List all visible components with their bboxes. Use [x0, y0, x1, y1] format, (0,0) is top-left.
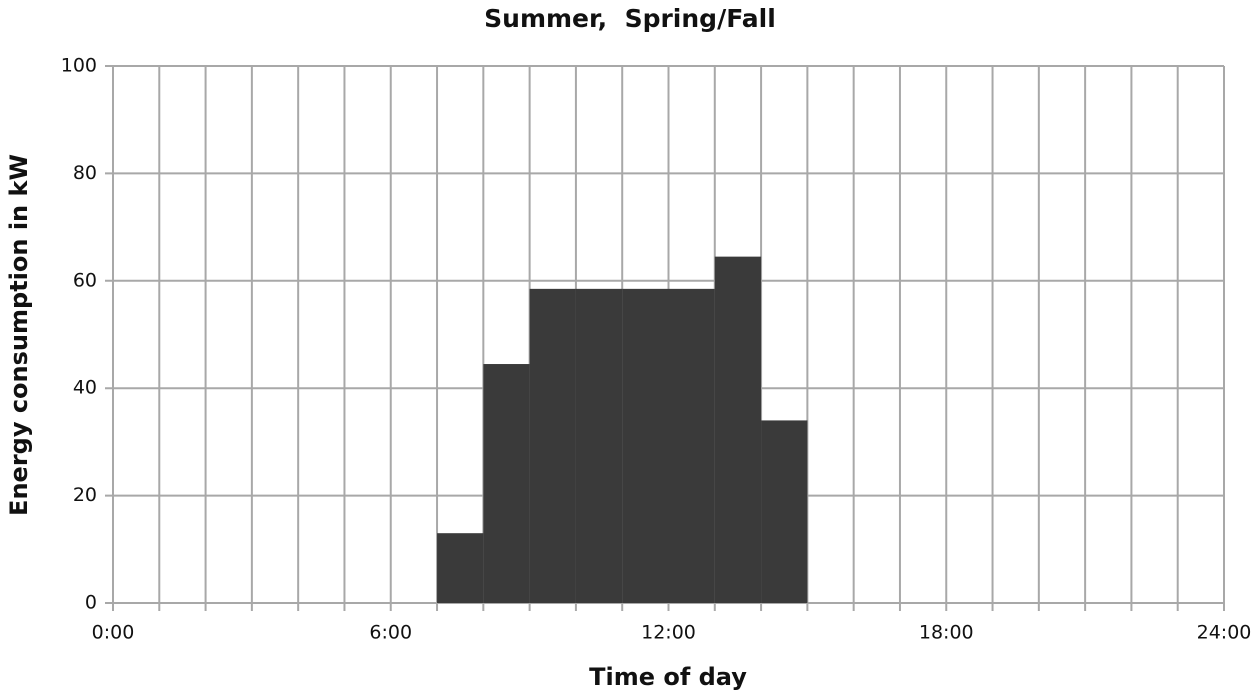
- x-tick-label: 24:00: [1197, 622, 1252, 644]
- bar: [483, 364, 530, 603]
- bar: [668, 288, 715, 603]
- y-tick-label: 20: [73, 484, 97, 506]
- x-tick-label: 18:00: [919, 622, 974, 644]
- y-tick-label: 0: [85, 592, 97, 614]
- x-tick-label: 12:00: [641, 622, 696, 644]
- bar: [622, 288, 669, 603]
- y-tick-label: 80: [73, 162, 97, 184]
- y-tick-label: 60: [73, 269, 97, 291]
- bar: [575, 288, 623, 603]
- x-tick-label: 0:00: [92, 622, 135, 644]
- y-tick-label: 100: [61, 55, 97, 77]
- bar: [761, 420, 808, 603]
- x-axis-label: Time of day: [589, 663, 747, 691]
- bar: [714, 256, 762, 603]
- x-tick-label: 6:00: [369, 622, 412, 644]
- y-axis-label: Energy consumption in kW: [5, 154, 33, 516]
- chart-title: Summer, Spring/Fall: [484, 4, 776, 33]
- y-tick-label: 40: [73, 377, 97, 399]
- bar: [437, 533, 484, 603]
- bar: [529, 288, 576, 603]
